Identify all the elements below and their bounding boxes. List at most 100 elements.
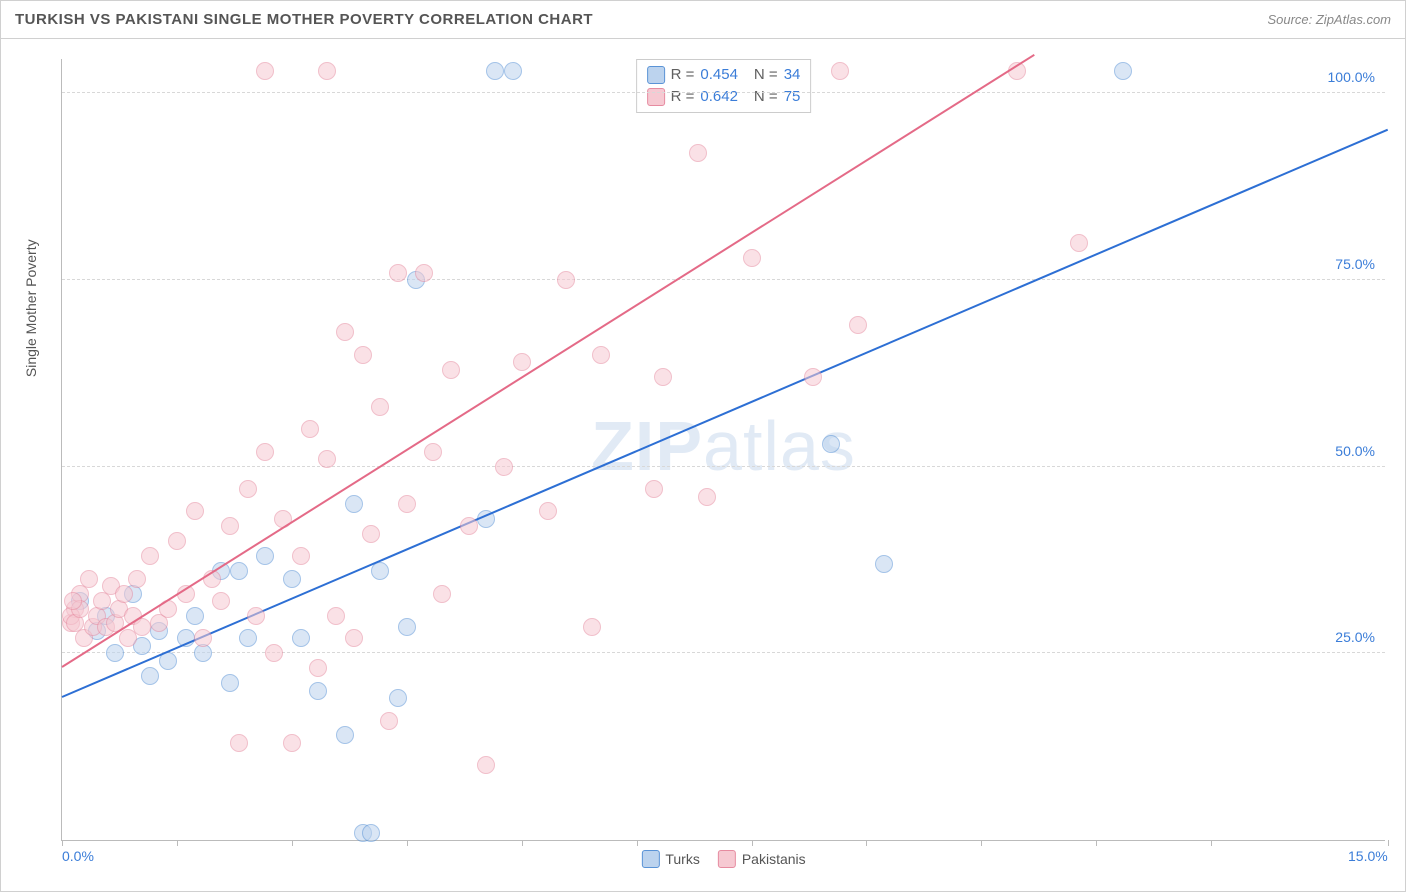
data-point <box>115 585 133 603</box>
data-point <box>415 264 433 282</box>
data-point <box>477 756 495 774</box>
swatch-pakistanis <box>647 88 665 106</box>
legend-item: Pakistanis <box>718 850 806 868</box>
data-point <box>230 562 248 580</box>
x-tick-label: 15.0% <box>1348 848 1388 864</box>
x-tick <box>407 840 408 846</box>
n-value-pakistanis: 75 <box>784 86 801 108</box>
data-point <box>804 368 822 386</box>
x-tick <box>177 840 178 846</box>
data-point <box>539 502 557 520</box>
data-point <box>442 361 460 379</box>
data-point <box>831 62 849 80</box>
data-point <box>398 495 416 513</box>
data-point <box>380 712 398 730</box>
data-point <box>327 607 345 625</box>
r-value-turks: 0.454 <box>700 64 738 86</box>
data-point <box>221 517 239 535</box>
data-point <box>239 480 257 498</box>
x-tick <box>62 840 63 846</box>
stats-row-pakistanis: R = 0.642 N = 75 <box>647 86 801 108</box>
data-point <box>849 316 867 334</box>
bottom-legend: Turks Pakistanis <box>641 850 805 868</box>
data-point <box>875 555 893 573</box>
data-point <box>389 689 407 707</box>
data-point <box>212 592 230 610</box>
data-point <box>318 450 336 468</box>
data-point <box>283 734 301 752</box>
data-point <box>80 570 98 588</box>
data-point <box>309 682 327 700</box>
legend-swatch <box>641 850 659 868</box>
x-tick <box>637 840 638 846</box>
data-point <box>336 323 354 341</box>
source-label: Source: ZipAtlas.com <box>1267 12 1391 27</box>
data-point <box>654 368 672 386</box>
data-point <box>106 644 124 662</box>
legend-label: Turks <box>665 851 699 867</box>
x-tick <box>1096 840 1097 846</box>
data-point <box>265 644 283 662</box>
data-point <box>486 62 504 80</box>
data-point <box>698 488 716 506</box>
data-point <box>504 62 522 80</box>
data-point <box>398 618 416 636</box>
x-tick-label: 0.0% <box>62 848 94 864</box>
data-point <box>186 607 204 625</box>
legend-swatch <box>718 850 736 868</box>
y-tick-label: 75.0% <box>1335 256 1375 272</box>
data-point <box>495 458 513 476</box>
data-point <box>256 443 274 461</box>
data-point <box>128 570 146 588</box>
data-point <box>168 532 186 550</box>
data-point <box>583 618 601 636</box>
data-point <box>256 62 274 80</box>
x-tick <box>292 840 293 846</box>
data-point <box>424 443 442 461</box>
chart-container: TURKISH VS PAKISTANI SINGLE MOTHER POVER… <box>0 0 1406 892</box>
data-point <box>230 734 248 752</box>
gridline <box>62 279 1385 280</box>
data-point <box>354 346 372 364</box>
data-point <box>141 547 159 565</box>
legend-item: Turks <box>641 850 699 868</box>
data-point <box>1070 234 1088 252</box>
data-point <box>362 824 380 842</box>
n-value-turks: 34 <box>784 64 801 86</box>
gridline <box>62 466 1385 467</box>
data-point <box>239 629 257 647</box>
data-point <box>345 629 363 647</box>
chart-title: TURKISH VS PAKISTANI SINGLE MOTHER POVER… <box>15 11 593 28</box>
watermark: ZIPatlas <box>591 406 856 486</box>
data-point <box>592 346 610 364</box>
data-point <box>689 144 707 162</box>
x-tick <box>866 840 867 846</box>
y-tick-label: 25.0% <box>1335 629 1375 645</box>
data-point <box>460 517 478 535</box>
data-point <box>743 249 761 267</box>
y-tick-label: 100.0% <box>1328 69 1375 85</box>
r-value-pakistanis: 0.642 <box>700 86 738 108</box>
trend-line <box>61 54 1034 668</box>
x-tick <box>1388 840 1389 846</box>
data-point <box>371 398 389 416</box>
data-point <box>513 353 531 371</box>
stats-legend: R = 0.454 N = 34 R = 0.642 N = 75 <box>636 59 812 113</box>
data-point <box>318 62 336 80</box>
x-tick <box>752 840 753 846</box>
x-tick <box>522 840 523 846</box>
stats-row-turks: R = 0.454 N = 34 <box>647 64 801 86</box>
data-point <box>433 585 451 603</box>
x-tick <box>981 840 982 846</box>
data-point <box>292 547 310 565</box>
gridline <box>62 652 1385 653</box>
y-tick-label: 50.0% <box>1335 443 1375 459</box>
data-point <box>141 667 159 685</box>
swatch-turks <box>647 66 665 84</box>
data-point <box>283 570 301 588</box>
data-point <box>822 435 840 453</box>
legend-label: Pakistanis <box>742 851 806 867</box>
data-point <box>645 480 663 498</box>
data-point <box>194 629 212 647</box>
data-point <box>309 659 327 677</box>
